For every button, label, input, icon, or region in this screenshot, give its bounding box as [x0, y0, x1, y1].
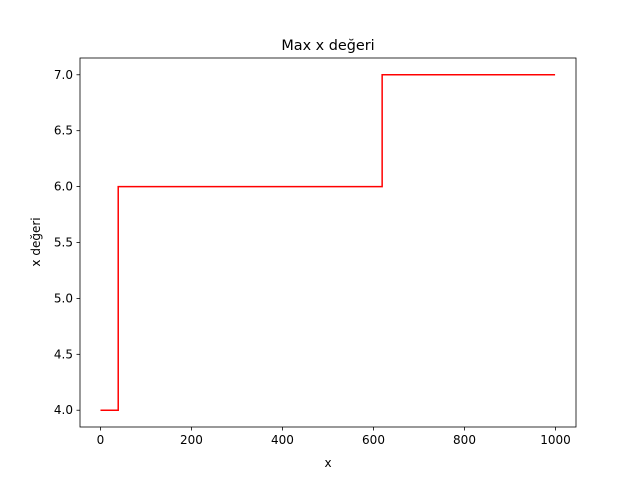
axes-frame — [79, 57, 577, 428]
x-tick-label: 0 — [97, 433, 105, 447]
y-tick-label: 5.5 — [54, 236, 73, 250]
x-axis-label: x — [324, 456, 331, 470]
x-tick-label: 600 — [362, 433, 385, 447]
y-tick-label: 4.0 — [54, 403, 73, 417]
y-tick-label: 6.5 — [54, 124, 73, 138]
x-tick-label: 800 — [453, 433, 476, 447]
chart-title: Max x değeri — [281, 38, 374, 54]
y-tick-label: 5.0 — [54, 291, 73, 305]
x-tick-label: 400 — [271, 433, 294, 447]
x-axis-ticks: 0 200 400 600 800 1000 — [97, 427, 571, 447]
y-tick-label: 6.0 — [54, 180, 73, 194]
x-tick-label: 200 — [180, 433, 203, 447]
y-axis-label: x değeri — [29, 217, 43, 266]
y-tick-label: 7.0 — [54, 68, 73, 82]
y-axis-ticks: 4.0 4.5 5.0 5.5 6.0 6.5 7.0 — [54, 68, 80, 417]
x-tick-label: 1000 — [540, 433, 571, 447]
series-line-1 — [100, 74, 556, 411]
plot-area — [79, 57, 577, 428]
y-tick-label: 4.5 — [54, 347, 73, 361]
